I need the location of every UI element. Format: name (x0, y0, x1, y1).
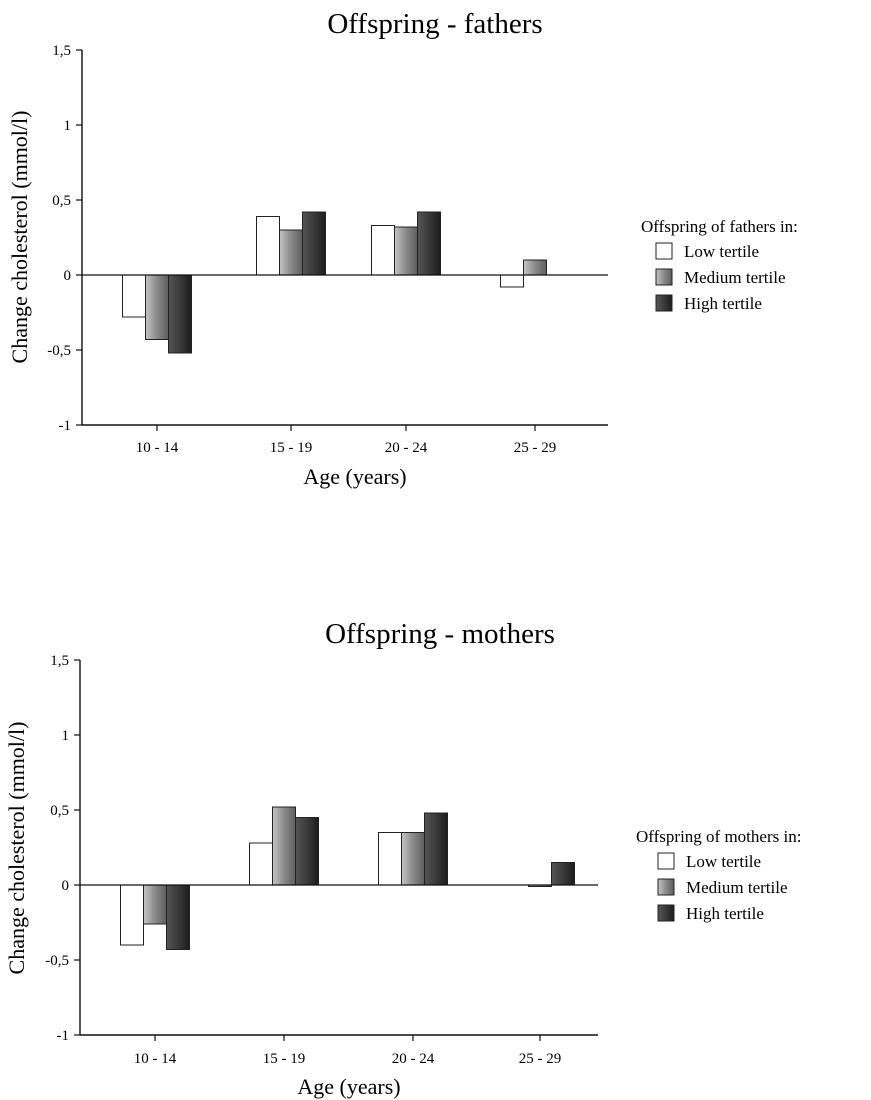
x-tick-label: 20 - 24 (392, 1051, 435, 1067)
chart-title: Offspring - fathers (327, 8, 542, 40)
bar-low-tertile (249, 842, 273, 886)
legend: Offspring of mothers in: Low tertile Mediu… (636, 827, 801, 923)
y-axis-label: Change cholesterol (mmol/l) (7, 111, 32, 364)
bar-low-tertile (500, 274, 524, 288)
legend-label: High tertile (686, 904, 764, 923)
y-tick-label: 0,5 (50, 803, 69, 819)
legend-swatch (657, 852, 675, 870)
bar-low-tertile (378, 832, 402, 886)
bar-high-tertile (417, 211, 441, 276)
bar-medium-tertile (279, 229, 303, 276)
x-tick-label: 10 - 14 (136, 440, 179, 456)
legend-swatch (655, 294, 673, 312)
legend-label: High tertile (684, 294, 762, 313)
y-tick-label: 1,5 (52, 43, 71, 59)
y-tick-label: -0,5 (45, 953, 69, 969)
chart-title: Offspring - mothers (325, 618, 555, 650)
bar-high-tertile (295, 817, 319, 886)
y-tick-label: -1 (57, 1028, 70, 1044)
chart-panel-fathers: Offspring - fathers -1 -0,5 0 0,5 1 1,5 10 - 14… (7, 8, 798, 489)
legend: Offspring of fathers in: Low tertile Mediu… (641, 217, 798, 313)
bar-low-tertile (371, 225, 395, 276)
legend-swatch (657, 904, 675, 922)
y-tick-label: 1,5 (50, 653, 69, 669)
chart-panel-mothers: Offspring - mothers -1 -0,5 0 0,5 1 1,5 10 - 14… (4, 618, 801, 1099)
y-tick-label: 1 (64, 118, 72, 134)
bar-low-tertile (120, 884, 144, 946)
y-axis-label: Change cholesterol (mmol/l) (4, 722, 29, 975)
legend-swatch (655, 268, 673, 286)
bar-low-tertile (122, 274, 146, 318)
y-tick-label: 0,5 (52, 193, 71, 209)
bar-high-tertile (551, 862, 575, 886)
x-tick-label: 10 - 14 (134, 1051, 177, 1067)
bar-medium-tertile (523, 259, 547, 276)
legend-label: Low tertile (684, 242, 759, 261)
legend-label: Medium tertile (684, 268, 786, 287)
legend-label: Low tertile (686, 852, 761, 871)
x-tick-label: 25 - 29 (514, 440, 557, 456)
bar-medium-tertile (145, 274, 169, 340)
y-tick-label: 1 (62, 728, 70, 744)
bar-high-tertile (424, 812, 448, 886)
bar-medium-tertile (272, 806, 296, 886)
x-tick-label: 25 - 29 (519, 1051, 562, 1067)
legend-label: Medium tertile (686, 878, 788, 897)
x-tick-label: 20 - 24 (385, 440, 428, 456)
bar-high-tertile (166, 884, 190, 950)
legend-swatch (657, 878, 675, 896)
bar-medium-tertile (401, 832, 425, 886)
x-axis-label: Age (years) (303, 464, 406, 489)
bar-medium-tertile (143, 884, 167, 925)
x-tick-label: 15 - 19 (263, 1051, 306, 1067)
legend-title: Offspring of mothers in: (636, 827, 801, 846)
y-tick-label: -1 (59, 418, 72, 434)
y-tick-label: 0 (64, 268, 72, 284)
legend-swatch (655, 242, 673, 260)
x-tick-label: 15 - 19 (270, 440, 313, 456)
bar-low-tertile (256, 216, 280, 276)
y-tick-label: -0,5 (47, 343, 71, 359)
bar-high-tertile (302, 211, 326, 276)
bar-high-tertile (168, 274, 192, 354)
y-tick-label: 0 (62, 878, 70, 894)
legend-title: Offspring of fathers in: (641, 217, 798, 236)
x-axis-label: Age (years) (297, 1074, 400, 1099)
bar-medium-tertile (394, 226, 418, 276)
